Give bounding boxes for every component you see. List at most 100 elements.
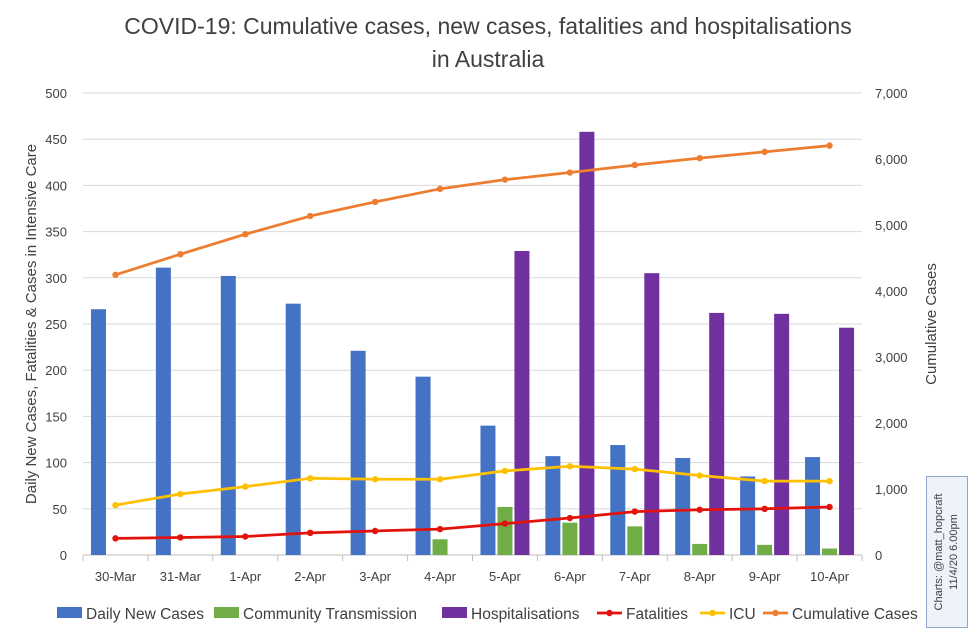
y-left-tick-label: 0 [60, 548, 67, 563]
legend-label-community-transmission: Community Transmission [243, 606, 417, 623]
bar-hospitalisations-8-apr [709, 312, 725, 555]
bar-daily-new-cases-1-apr [220, 275, 236, 555]
point-cumulative-cases-7-apr [631, 161, 638, 169]
bar-hospitalisations-5-apr [514, 251, 530, 555]
chart-title-line-2: in Australia [432, 46, 545, 72]
bar-daily-new-cases-7-apr [610, 445, 626, 555]
point-icu-4-apr [436, 476, 444, 483]
y-left-tick-label: 300 [45, 271, 67, 286]
y-left-axis-title: Daily New Cases, Fatalities & Cases in I… [23, 144, 40, 504]
y-right-tick-label: 6,000 [875, 152, 908, 167]
x-tick-label-5-apr: 5-Apr [489, 569, 521, 584]
legend-marker-icu [709, 609, 716, 617]
x-tick-label-7-apr: 7-Apr [619, 569, 651, 584]
point-icu-31-mar [177, 490, 184, 498]
y-left-tick-label: 50 [53, 502, 67, 517]
y-left-tick-label: 400 [45, 178, 67, 193]
point-cumulative-cases-31-mar [177, 251, 184, 258]
credit-timestamp: 11/4/20 6.00pm [948, 514, 960, 590]
bar-daily-new-cases-2-apr [285, 303, 301, 555]
point-fatalities-8-apr [696, 506, 703, 513]
point-fatalities-6-apr [566, 514, 574, 522]
x-tick-label-10-apr: 10-Apr [810, 569, 850, 584]
legend-swatch-community-transmission [214, 607, 239, 618]
chart-title-line-1: COVID-19: Cumulative cases, new cases, f… [124, 13, 851, 39]
point-icu-30-mar [112, 501, 119, 509]
point-fatalities-9-apr [761, 505, 768, 512]
point-fatalities-2-apr [307, 529, 314, 537]
x-tick-label-2-apr: 2-Apr [294, 569, 326, 584]
credit-author: Charts: @matt_hopcraft [933, 493, 945, 611]
legend-marker-cumulative-cases [772, 609, 779, 617]
y-right-tick-label: 5,000 [875, 218, 908, 233]
point-fatalities-3-apr [371, 527, 379, 535]
x-tick-label-8-apr: 8-Apr [684, 569, 716, 584]
x-tick-label-9-apr: 9-Apr [749, 569, 781, 584]
line-icu [115, 464, 830, 507]
legend-label-cumulative-cases: Cumulative Cases [792, 606, 918, 623]
point-fatalities-7-apr [631, 508, 638, 515]
bar-community-transmission-8-apr [692, 543, 708, 555]
bar-hospitalisations-10-apr [839, 327, 855, 555]
bar-community-transmission-9-apr [757, 544, 773, 555]
point-fatalities-10-apr [826, 503, 833, 511]
line-fatalities [115, 505, 830, 540]
x-tick-label-30-mar: 30-Mar [95, 569, 137, 584]
x-tick-label-6-apr: 6-Apr [554, 569, 586, 584]
point-cumulative-cases-6-apr [566, 169, 574, 176]
point-icu-3-apr [371, 476, 379, 483]
point-icu-1-apr [242, 483, 249, 490]
line-cumulative-cases [115, 144, 830, 277]
y-left-tick-label: 500 [45, 86, 67, 101]
legend-swatch-hospitalisations [442, 607, 467, 618]
point-icu-7-apr [631, 465, 638, 473]
point-icu-2-apr [307, 475, 314, 482]
bar-community-transmission-10-apr [822, 548, 838, 555]
bar-hospitalisations-6-apr [579, 131, 595, 556]
bar-daily-new-cases-4-apr [415, 376, 431, 555]
bar-daily-new-cases-9-apr [740, 476, 756, 555]
bar-community-transmission-6-apr [562, 522, 578, 555]
point-icu-6-apr [566, 463, 574, 470]
point-cumulative-cases-4-apr [436, 185, 444, 193]
point-icu-5-apr [501, 467, 509, 475]
y-right-tick-label: 7,000 [875, 86, 908, 101]
bar-daily-new-cases-6-apr [545, 456, 561, 555]
point-fatalities-4-apr [436, 525, 444, 533]
point-cumulative-cases-10-apr [826, 142, 833, 149]
legend-label-fatalities: Fatalities [626, 606, 688, 623]
bar-daily-new-cases-3-apr [350, 350, 366, 555]
bar-daily-new-cases-5-apr [480, 425, 496, 555]
point-cumulative-cases-3-apr [371, 198, 379, 206]
chart-credit-box: Charts: @matt_hopcraft 11/4/20 6.00pm [926, 476, 968, 628]
point-cumulative-cases-9-apr [761, 148, 768, 156]
legend-label-daily-new-cases: Daily New Cases [86, 606, 204, 623]
bar-daily-new-cases-31-mar [155, 267, 171, 555]
y-right-axis-title: Cumulative Cases [923, 263, 940, 385]
y-left-tick-label: 150 [45, 409, 67, 424]
point-icu-9-apr [761, 477, 768, 485]
point-cumulative-cases-5-apr [501, 176, 509, 183]
y-right-tick-label: 0 [875, 548, 882, 563]
legend-swatch-daily-new-cases [57, 607, 82, 618]
y-right-tick-label: 3,000 [875, 350, 908, 365]
point-fatalities-1-apr [242, 533, 249, 540]
point-cumulative-cases-8-apr [696, 154, 703, 162]
bar-community-transmission-4-apr [432, 539, 448, 555]
legend-label-icu: ICU [729, 606, 756, 623]
bar-daily-new-cases-8-apr [675, 457, 691, 555]
x-tick-label-4-apr: 4-Apr [424, 569, 456, 584]
x-tick-label-3-apr: 3-Apr [359, 569, 391, 584]
point-icu-8-apr [696, 472, 703, 479]
point-cumulative-cases-2-apr [307, 212, 314, 220]
y-left-tick-label: 250 [45, 317, 67, 332]
point-cumulative-cases-1-apr [242, 231, 249, 238]
bar-community-transmission-7-apr [627, 526, 643, 555]
bar-hospitalisations-7-apr [644, 273, 660, 555]
legend-label-hospitalisations: Hospitalisations [471, 606, 580, 623]
point-cumulative-cases-30-mar [112, 271, 119, 279]
legend-marker-fatalities [606, 609, 613, 617]
bar-community-transmission-5-apr [497, 506, 513, 555]
y-right-tick-label: 4,000 [875, 284, 908, 299]
